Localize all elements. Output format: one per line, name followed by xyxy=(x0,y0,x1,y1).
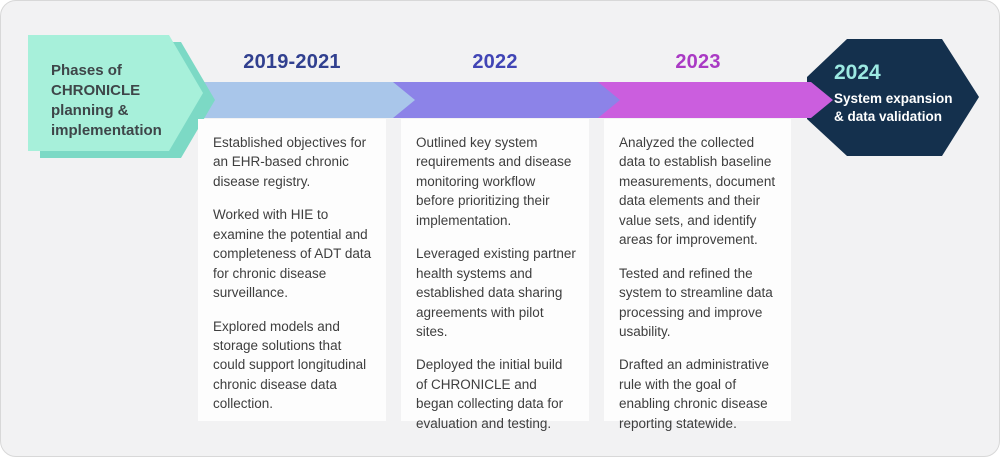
phase-2024-shape xyxy=(807,39,979,156)
intro-arrow xyxy=(28,35,203,151)
year-header-2019-2021: 2019-2021 xyxy=(243,51,341,73)
band-2022 xyxy=(393,82,620,118)
year-header-2022: 2022 xyxy=(472,51,518,73)
band-2019-2021 xyxy=(171,82,415,118)
intro-label: Phases of CHRONICLE planning & implement… xyxy=(51,62,162,139)
phase-card-2019-2021: Established objectives for an EHR-based … xyxy=(198,119,386,421)
year-header-2024: 2024 xyxy=(834,61,881,84)
phase-paragraph: Outlined key system requirements and dis… xyxy=(416,135,572,228)
phase-paragraph: Analyzed the collected data to establish… xyxy=(619,135,776,248)
phase-paragraph: Explored models and storage solutions th… xyxy=(213,318,367,412)
phase-card-2022: Outlined key system requirements and dis… xyxy=(401,119,589,431)
phase-paragraph: Leveraged existing partner health system… xyxy=(416,246,576,339)
phase-2024-block: 2024 System expansion & data validation xyxy=(834,61,964,125)
band-2023 xyxy=(598,82,833,118)
phase-paragraph: Drafted an administrative rule with the … xyxy=(619,357,770,431)
phase-paragraph: Established objectives for an EHR-based … xyxy=(213,135,367,189)
phase-paragraph: Tested and refined the system to streaml… xyxy=(619,265,773,339)
phase-2024-subtitle: System expansion & data validation xyxy=(834,91,953,124)
year-header-2023: 2023 xyxy=(675,51,721,73)
phase-card-2023: Analyzed the collected data to establish… xyxy=(604,119,791,431)
phase-paragraph: Worked with HIE to examine the potential… xyxy=(213,207,372,301)
phase-paragraph: Deployed the initial build of CHRONICLE … xyxy=(416,357,564,431)
